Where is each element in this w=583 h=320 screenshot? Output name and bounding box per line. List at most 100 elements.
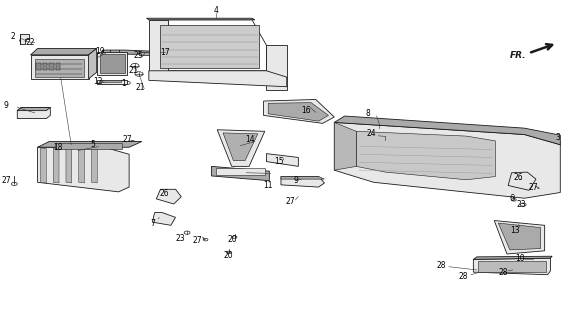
Text: 20: 20 [227,235,237,244]
Text: 26: 26 [160,188,169,198]
Circle shape [232,236,237,238]
Text: FR.: FR. [510,51,527,60]
Text: 27: 27 [122,135,132,144]
Bar [55,62,60,69]
Polygon shape [149,20,168,71]
Circle shape [130,140,135,143]
Circle shape [376,124,383,128]
Text: 7: 7 [150,219,154,228]
Text: 13: 13 [510,226,520,235]
Circle shape [475,261,479,263]
Polygon shape [264,100,334,123]
Text: 21: 21 [128,66,138,75]
Polygon shape [217,130,265,166]
Bar [43,62,47,69]
Text: 16: 16 [301,106,311,115]
Circle shape [537,188,542,190]
Circle shape [512,198,516,201]
Polygon shape [149,71,287,87]
Text: 5: 5 [90,140,95,149]
Polygon shape [92,148,97,183]
Polygon shape [508,172,536,190]
Text: 14: 14 [245,135,255,144]
Text: 8: 8 [366,109,370,118]
Circle shape [382,136,389,140]
Text: 9: 9 [4,101,9,110]
Text: 26: 26 [514,173,524,182]
Polygon shape [17,108,50,119]
Circle shape [516,178,523,182]
Polygon shape [473,258,550,275]
Polygon shape [334,123,356,170]
Text: 11: 11 [264,181,273,190]
Text: 27: 27 [2,176,11,185]
Bar [216,168,265,175]
Text: 22: 22 [26,38,36,47]
Polygon shape [334,123,560,198]
Circle shape [12,182,17,186]
Circle shape [184,231,190,234]
Polygon shape [268,103,328,121]
Polygon shape [89,49,97,79]
Polygon shape [281,177,324,187]
Text: 23: 23 [517,200,526,209]
Polygon shape [37,147,129,192]
Text: 20: 20 [224,251,234,260]
Text: 15: 15 [274,157,283,166]
Bar [160,25,259,68]
Circle shape [520,203,526,206]
Polygon shape [31,55,89,79]
Circle shape [203,238,208,241]
Text: 28: 28 [498,268,508,277]
Polygon shape [139,52,150,55]
Polygon shape [152,212,175,225]
Text: 4: 4 [213,6,219,15]
Polygon shape [498,223,540,250]
Polygon shape [66,148,72,183]
Polygon shape [473,256,552,260]
Text: 27: 27 [529,183,539,192]
Circle shape [226,251,231,254]
Circle shape [20,39,27,43]
Text: 10: 10 [515,254,525,263]
Polygon shape [31,49,97,55]
Circle shape [544,260,549,263]
Text: 28: 28 [458,272,468,281]
Polygon shape [334,116,560,145]
Circle shape [544,269,549,271]
Polygon shape [281,177,324,179]
Circle shape [135,72,143,76]
Bar [478,261,546,271]
Polygon shape [212,166,269,181]
Text: 6: 6 [509,194,514,203]
Polygon shape [103,50,165,54]
Text: 3: 3 [556,133,560,142]
Text: 12: 12 [94,77,103,86]
Bar [36,62,41,69]
Circle shape [131,63,139,68]
Bar [100,53,125,73]
Polygon shape [168,20,266,71]
Polygon shape [97,52,128,75]
Text: 19: 19 [96,47,105,56]
Polygon shape [100,80,122,82]
Polygon shape [266,154,298,166]
Text: 25: 25 [133,51,143,60]
Text: 21: 21 [136,84,146,92]
Circle shape [164,193,171,197]
Polygon shape [20,34,29,44]
Circle shape [125,81,130,84]
Text: 27: 27 [193,236,202,245]
Polygon shape [266,45,287,90]
Text: 9: 9 [294,176,298,185]
Text: 28: 28 [436,261,445,270]
Bar [34,59,84,76]
Bar [49,62,54,69]
Circle shape [475,269,479,271]
Text: 23: 23 [175,234,185,243]
Text: 17: 17 [160,48,170,58]
Polygon shape [17,108,50,111]
Polygon shape [53,148,59,183]
Text: 24: 24 [367,129,376,138]
Polygon shape [97,80,128,84]
